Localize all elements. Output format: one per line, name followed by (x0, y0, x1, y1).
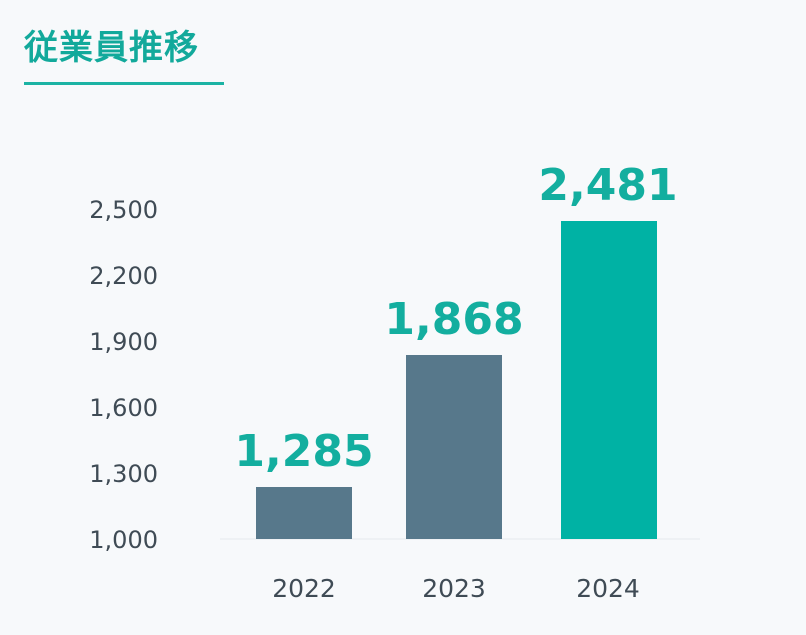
bar-2023 (406, 355, 502, 539)
bar-2024 (561, 221, 657, 539)
bar-value-label-2024: 2,481 (538, 160, 678, 211)
x-axis-baseline (220, 538, 700, 540)
y-tick: 2,200 (89, 262, 158, 290)
bar-2022 (256, 487, 352, 539)
y-tick: 1,900 (89, 328, 158, 356)
x-tick-2022: 2022 (272, 574, 336, 603)
bar-value-label-2022: 1,285 (234, 426, 374, 477)
y-tick: 1,300 (89, 460, 158, 488)
y-tick: 1,000 (89, 526, 158, 554)
x-tick-2023: 2023 (422, 574, 486, 603)
x-tick-2024: 2024 (576, 574, 640, 603)
bar-value-label-2023: 1,868 (384, 294, 524, 345)
y-tick: 2,500 (89, 196, 158, 224)
y-tick: 1,600 (89, 394, 158, 422)
chart-title: 従業員推移 (24, 28, 199, 68)
title-underline (24, 82, 224, 85)
